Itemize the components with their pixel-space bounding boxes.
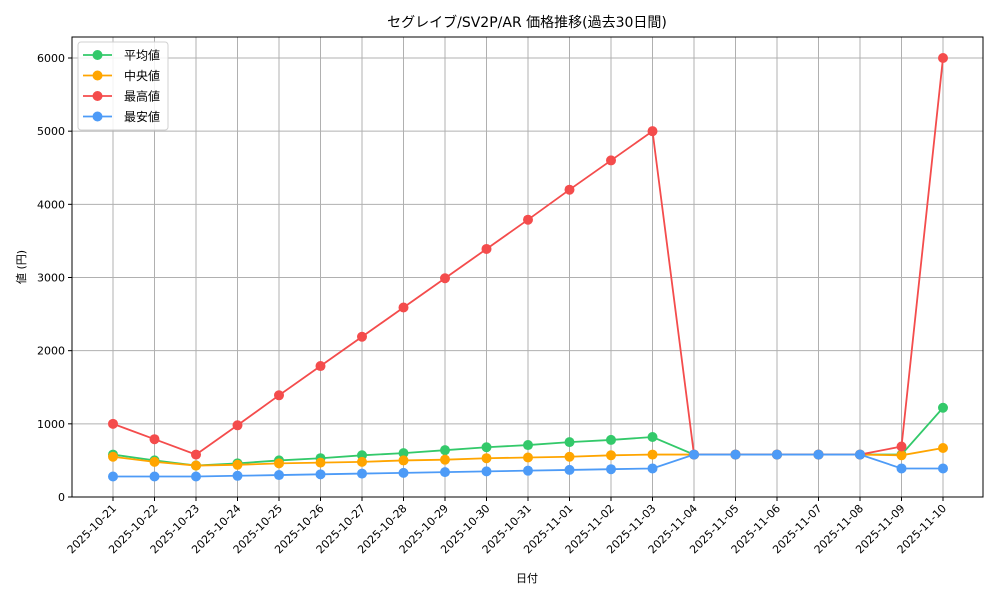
data-point [938,442,948,453]
data-point [647,126,658,137]
data-point [191,471,201,482]
data-point [523,440,533,451]
data-point [938,53,948,63]
data-point [896,441,907,452]
data-series [108,53,948,482]
data-point [191,449,201,460]
data-point [896,463,907,474]
data-point [108,451,118,462]
legend-marker-icon [92,70,103,81]
y-tick-label: 2000 [37,345,65,358]
data-point [315,469,326,480]
x-axis-ticks: 2025-10-212025-10-222025-10-232025-10-24… [65,497,949,556]
data-point [606,464,616,475]
data-point [440,445,450,456]
data-point [440,454,450,465]
grid-lines [72,37,983,498]
data-point [108,471,118,482]
data-point [813,449,824,460]
data-point [938,402,948,413]
data-point [481,442,492,453]
data-point [357,331,367,342]
data-point [357,468,367,479]
x-axis-label: 日付 [516,572,538,585]
data-point [523,214,533,225]
data-point [149,456,160,467]
legend-item: 平均値 [83,48,160,63]
data-point [523,465,533,476]
data-point [938,463,948,474]
y-tick-label: 4000 [37,198,65,211]
data-point [149,434,160,445]
legend-marker-icon [92,91,103,101]
legend-item: 最安値 [83,109,160,124]
legend-item: 最高値 [83,89,160,104]
data-point [647,449,658,460]
data-point [274,470,284,481]
series-最安値 [108,449,948,482]
data-point [564,451,575,462]
data-point [564,437,575,448]
data-point [398,302,409,313]
chart-title: セグレイブ/SV2P/AR 価格推移(過去30日間) [387,14,667,31]
y-tick-label: 0 [58,491,65,504]
legend-box [77,41,169,131]
data-point [730,449,741,460]
data-point [357,456,367,467]
data-point [564,184,575,195]
data-point [108,418,118,429]
data-point [398,467,409,478]
data-point [440,273,450,284]
legend-label: 最高値 [124,89,160,104]
y-tick-label: 3000 [37,272,65,285]
data-point [481,243,492,254]
data-point [523,452,533,463]
data-point [606,434,616,445]
y-tick-label: 6000 [37,52,65,65]
legend-label: 最安値 [124,109,160,124]
data-point [274,390,284,401]
data-point [274,458,284,469]
y-tick-label: 1000 [37,418,65,431]
y-axis-label: 値 (円) [15,250,28,284]
legend-item: 中央値 [83,68,160,83]
data-point [191,460,201,471]
data-point [896,450,907,461]
data-point [398,455,409,466]
data-point [232,420,243,431]
data-point [398,448,409,459]
legend-marker-icon [92,50,103,60]
data-point [564,464,575,475]
data-point [855,449,865,460]
data-point [481,466,492,477]
y-axis-ticks: 0 1000 2000 3000 4000 5000 6000 [37,52,72,504]
data-point [647,463,658,474]
y-tick-label: 5000 [37,125,65,138]
data-point [315,457,326,468]
data-point [689,449,699,460]
data-point [232,459,243,470]
legend-marker-icon [92,111,103,122]
data-point [149,471,160,482]
data-point [481,453,492,464]
data-point [772,449,782,460]
legend-label: 平均値 [124,48,160,63]
data-point [606,155,616,166]
data-point [315,361,326,372]
legend-label: 中央値 [124,68,160,83]
data-point [606,450,616,461]
data-point [647,432,658,443]
data-point [232,470,243,481]
data-point [440,467,450,478]
